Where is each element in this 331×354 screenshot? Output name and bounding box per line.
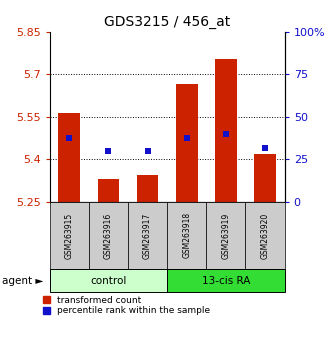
Bar xyxy=(137,175,158,202)
Text: agent ►: agent ► xyxy=(2,275,43,286)
Bar xyxy=(98,179,119,202)
Text: GSM263919: GSM263919 xyxy=(221,212,230,258)
Text: GSM263917: GSM263917 xyxy=(143,212,152,258)
Bar xyxy=(176,84,198,202)
Text: 13-cis RA: 13-cis RA xyxy=(202,275,250,286)
Text: GSM263920: GSM263920 xyxy=(260,212,269,258)
Bar xyxy=(215,59,237,202)
Text: GSM263918: GSM263918 xyxy=(182,212,191,258)
Text: GSM263915: GSM263915 xyxy=(65,212,74,258)
Text: GSM263916: GSM263916 xyxy=(104,212,113,258)
Text: control: control xyxy=(90,275,126,286)
Title: GDS3215 / 456_at: GDS3215 / 456_at xyxy=(104,16,230,29)
Bar xyxy=(59,113,80,202)
Bar xyxy=(254,154,276,202)
Legend: transformed count, percentile rank within the sample: transformed count, percentile rank withi… xyxy=(43,296,211,315)
